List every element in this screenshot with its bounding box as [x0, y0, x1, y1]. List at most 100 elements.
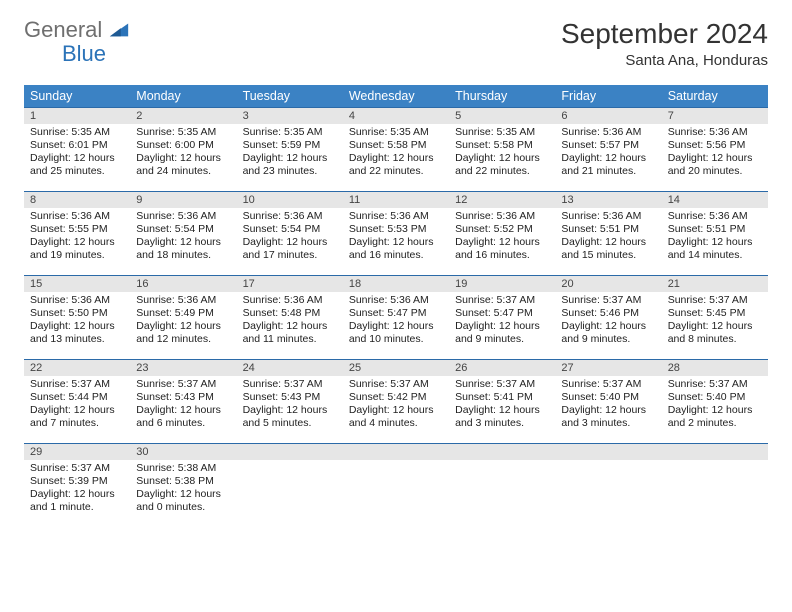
day-header: Thursday: [449, 85, 555, 108]
day-cell: 27Sunrise: 5:37 AMSunset: 5:40 PMDayligh…: [555, 360, 661, 444]
week-row: 22Sunrise: 5:37 AMSunset: 5:44 PMDayligh…: [24, 360, 768, 444]
day-number: 6: [555, 108, 661, 124]
calendar-body: 1Sunrise: 5:35 AMSunset: 6:01 PMDaylight…: [24, 108, 768, 528]
day-content: Sunrise: 5:37 AMSunset: 5:39 PMDaylight:…: [24, 460, 130, 519]
day-content: Sunrise: 5:37 AMSunset: 5:41 PMDaylight:…: [449, 376, 555, 435]
day-content: Sunrise: 5:37 AMSunset: 5:43 PMDaylight:…: [237, 376, 343, 435]
day-content: Sunrise: 5:35 AMSunset: 5:58 PMDaylight:…: [343, 124, 449, 183]
day-cell: 23Sunrise: 5:37 AMSunset: 5:43 PMDayligh…: [130, 360, 236, 444]
day-number: 15: [24, 276, 130, 292]
day-cell: [449, 444, 555, 528]
day-content: Sunrise: 5:37 AMSunset: 5:43 PMDaylight:…: [130, 376, 236, 435]
day-content: Sunrise: 5:37 AMSunset: 5:42 PMDaylight:…: [343, 376, 449, 435]
day-cell: 19Sunrise: 5:37 AMSunset: 5:47 PMDayligh…: [449, 276, 555, 360]
day-number: 21: [662, 276, 768, 292]
day-cell: 26Sunrise: 5:37 AMSunset: 5:41 PMDayligh…: [449, 360, 555, 444]
day-number: 2: [130, 108, 236, 124]
day-content: Sunrise: 5:37 AMSunset: 5:46 PMDaylight:…: [555, 292, 661, 351]
day-header: Tuesday: [237, 85, 343, 108]
day-cell: [662, 444, 768, 528]
week-row: 8Sunrise: 5:36 AMSunset: 5:55 PMDaylight…: [24, 192, 768, 276]
day-cell: 16Sunrise: 5:36 AMSunset: 5:49 PMDayligh…: [130, 276, 236, 360]
day-cell: 28Sunrise: 5:37 AMSunset: 5:40 PMDayligh…: [662, 360, 768, 444]
week-row: 15Sunrise: 5:36 AMSunset: 5:50 PMDayligh…: [24, 276, 768, 360]
day-header: Wednesday: [343, 85, 449, 108]
day-content: Sunrise: 5:36 AMSunset: 5:54 PMDaylight:…: [237, 208, 343, 267]
day-cell: 17Sunrise: 5:36 AMSunset: 5:48 PMDayligh…: [237, 276, 343, 360]
day-number: 19: [449, 276, 555, 292]
day-number: 20: [555, 276, 661, 292]
day-content: Sunrise: 5:37 AMSunset: 5:45 PMDaylight:…: [662, 292, 768, 351]
day-cell: 25Sunrise: 5:37 AMSunset: 5:42 PMDayligh…: [343, 360, 449, 444]
day-content: Sunrise: 5:36 AMSunset: 5:49 PMDaylight:…: [130, 292, 236, 351]
day-cell: 11Sunrise: 5:36 AMSunset: 5:53 PMDayligh…: [343, 192, 449, 276]
day-number: 28: [662, 360, 768, 376]
day-cell: [555, 444, 661, 528]
day-cell: 3Sunrise: 5:35 AMSunset: 5:59 PMDaylight…: [237, 108, 343, 192]
day-cell: 4Sunrise: 5:35 AMSunset: 5:58 PMDaylight…: [343, 108, 449, 192]
day-number: 5: [449, 108, 555, 124]
week-row: 1Sunrise: 5:35 AMSunset: 6:01 PMDaylight…: [24, 108, 768, 192]
day-number: 26: [449, 360, 555, 376]
day-content: Sunrise: 5:36 AMSunset: 5:51 PMDaylight:…: [662, 208, 768, 267]
day-cell: 15Sunrise: 5:36 AMSunset: 5:50 PMDayligh…: [24, 276, 130, 360]
day-number: 23: [130, 360, 236, 376]
calendar-table: SundayMondayTuesdayWednesdayThursdayFrid…: [24, 85, 768, 528]
day-content: Sunrise: 5:36 AMSunset: 5:50 PMDaylight:…: [24, 292, 130, 351]
day-cell: 6Sunrise: 5:36 AMSunset: 5:57 PMDaylight…: [555, 108, 661, 192]
day-number: 22: [24, 360, 130, 376]
day-cell: 2Sunrise: 5:35 AMSunset: 6:00 PMDaylight…: [130, 108, 236, 192]
day-number: 10: [237, 192, 343, 208]
day-cell: 22Sunrise: 5:37 AMSunset: 5:44 PMDayligh…: [24, 360, 130, 444]
day-cell: [237, 444, 343, 528]
logo-triangle-icon: [108, 18, 130, 40]
week-row: 29Sunrise: 5:37 AMSunset: 5:39 PMDayligh…: [24, 444, 768, 528]
day-content: Sunrise: 5:38 AMSunset: 5:38 PMDaylight:…: [130, 460, 236, 519]
day-cell: 8Sunrise: 5:36 AMSunset: 5:55 PMDaylight…: [24, 192, 130, 276]
logo-word1: General: [24, 17, 102, 42]
day-content: Sunrise: 5:36 AMSunset: 5:51 PMDaylight:…: [555, 208, 661, 267]
day-number-empty: [449, 444, 555, 460]
day-number: 16: [130, 276, 236, 292]
day-content: Sunrise: 5:37 AMSunset: 5:40 PMDaylight:…: [662, 376, 768, 435]
day-cell: 7Sunrise: 5:36 AMSunset: 5:56 PMDaylight…: [662, 108, 768, 192]
day-content: Sunrise: 5:36 AMSunset: 5:56 PMDaylight:…: [662, 124, 768, 183]
day-number-empty: [237, 444, 343, 460]
day-cell: 14Sunrise: 5:36 AMSunset: 5:51 PMDayligh…: [662, 192, 768, 276]
day-header: Sunday: [24, 85, 130, 108]
day-content: Sunrise: 5:35 AMSunset: 6:01 PMDaylight:…: [24, 124, 130, 183]
day-content: Sunrise: 5:35 AMSunset: 6:00 PMDaylight:…: [130, 124, 236, 183]
day-cell: 24Sunrise: 5:37 AMSunset: 5:43 PMDayligh…: [237, 360, 343, 444]
logo: General Blue: [24, 18, 130, 66]
day-number: 9: [130, 192, 236, 208]
day-header-row: SundayMondayTuesdayWednesdayThursdayFrid…: [24, 85, 768, 108]
day-number: 29: [24, 444, 130, 460]
day-number: 3: [237, 108, 343, 124]
day-number: 1: [24, 108, 130, 124]
day-content: Sunrise: 5:37 AMSunset: 5:44 PMDaylight:…: [24, 376, 130, 435]
day-number: 27: [555, 360, 661, 376]
day-cell: [343, 444, 449, 528]
logo-word2: Blue: [62, 41, 106, 66]
day-content: Sunrise: 5:37 AMSunset: 5:47 PMDaylight:…: [449, 292, 555, 351]
day-cell: 21Sunrise: 5:37 AMSunset: 5:45 PMDayligh…: [662, 276, 768, 360]
day-number: 24: [237, 360, 343, 376]
day-cell: 9Sunrise: 5:36 AMSunset: 5:54 PMDaylight…: [130, 192, 236, 276]
day-cell: 10Sunrise: 5:36 AMSunset: 5:54 PMDayligh…: [237, 192, 343, 276]
day-number: 25: [343, 360, 449, 376]
header: General Blue September 2024 Santa Ana, H…: [0, 0, 792, 77]
day-header: Saturday: [662, 85, 768, 108]
month-title: September 2024: [561, 18, 768, 50]
day-number: 8: [24, 192, 130, 208]
day-cell: 5Sunrise: 5:35 AMSunset: 5:58 PMDaylight…: [449, 108, 555, 192]
day-content: Sunrise: 5:37 AMSunset: 5:40 PMDaylight:…: [555, 376, 661, 435]
day-cell: 29Sunrise: 5:37 AMSunset: 5:39 PMDayligh…: [24, 444, 130, 528]
day-number: 13: [555, 192, 661, 208]
day-content: Sunrise: 5:36 AMSunset: 5:47 PMDaylight:…: [343, 292, 449, 351]
day-content: Sunrise: 5:35 AMSunset: 5:58 PMDaylight:…: [449, 124, 555, 183]
day-cell: 12Sunrise: 5:36 AMSunset: 5:52 PMDayligh…: [449, 192, 555, 276]
day-header: Monday: [130, 85, 236, 108]
day-content: Sunrise: 5:35 AMSunset: 5:59 PMDaylight:…: [237, 124, 343, 183]
day-number-empty: [343, 444, 449, 460]
day-number-empty: [662, 444, 768, 460]
